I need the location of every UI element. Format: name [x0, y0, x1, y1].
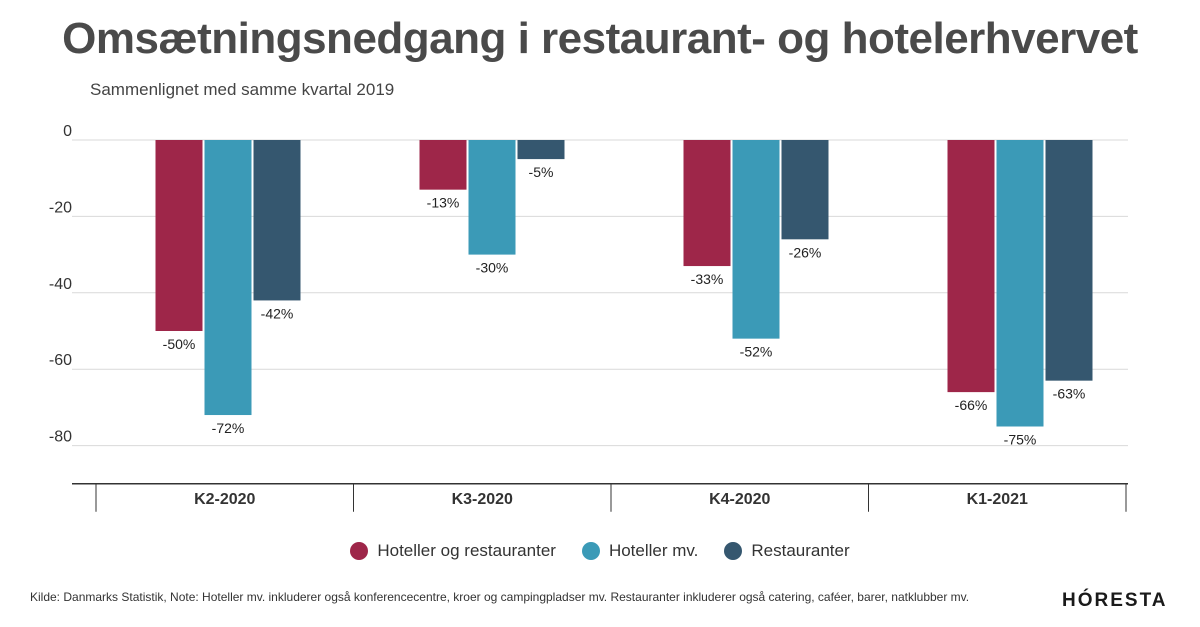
- x-tick-label: K1-2021: [967, 491, 1028, 508]
- data-label: -63%: [1053, 386, 1086, 402]
- data-label: -52%: [740, 344, 773, 360]
- legend-label: Hoteller og restauranter: [377, 541, 556, 560]
- data-label: -72%: [212, 420, 245, 436]
- bar: [781, 140, 829, 240]
- legend-item-restauranter: Restauranter: [724, 541, 850, 561]
- source-footnote: Kilde: Danmarks Statistik, Note: Hotelle…: [30, 590, 970, 604]
- bar: [468, 140, 516, 255]
- data-label: -26%: [789, 244, 822, 260]
- bar: [517, 140, 565, 160]
- bar: [1045, 140, 1093, 381]
- legend-swatch: [581, 542, 600, 560]
- data-label: -13%: [427, 195, 460, 211]
- legend-label: Restauranter: [751, 541, 850, 560]
- legend-item-hoteller-mv: Hoteller mv.: [581, 541, 699, 561]
- legend: Hoteller og restauranter Hoteller mv. Re…: [0, 541, 1200, 561]
- legend-swatch: [724, 542, 743, 560]
- y-tick-label: -80: [49, 429, 72, 446]
- chart-title: Omsætningsnedgang i restaurant- og hotel…: [62, 14, 1138, 63]
- data-label: -42%: [261, 305, 294, 321]
- y-tick-label: 0: [63, 123, 72, 140]
- bar: [683, 140, 731, 267]
- data-label: -30%: [476, 260, 509, 276]
- x-tick-label: K2-2020: [194, 491, 255, 508]
- legend-item-hoteller-og-restauranter: Hoteller og restauranter: [350, 541, 556, 561]
- legend-swatch: [350, 542, 369, 560]
- data-label: -50%: [163, 336, 196, 352]
- bar: [947, 140, 995, 393]
- y-tick-label: -60: [49, 352, 72, 369]
- y-tick-label: -40: [49, 276, 72, 293]
- bar: [155, 140, 203, 331]
- legend-label: Hoteller mv.: [608, 541, 699, 560]
- bar: [253, 140, 301, 301]
- bar-chart: 0 -20 -40 -60 -80 -50% -72% -42% K2-2020 -13% -30%…: [49, 123, 1128, 512]
- x-tick-label: K4-2020: [709, 491, 770, 508]
- data-label: -75%: [1004, 432, 1037, 448]
- x-tick-label: K3-2020: [452, 491, 513, 508]
- y-tick-label: -20: [49, 199, 72, 216]
- horesta-logo: HÓRESTA: [1062, 590, 1168, 611]
- bar: [204, 140, 252, 416]
- data-label: -33%: [691, 271, 724, 287]
- bar: [996, 140, 1044, 427]
- chart-subtitle: Sammenlignet med samme kvartal 2019: [90, 80, 395, 99]
- data-label: -5%: [529, 164, 554, 180]
- bar: [419, 140, 467, 190]
- data-label: -66%: [955, 397, 988, 413]
- bar: [732, 140, 780, 339]
